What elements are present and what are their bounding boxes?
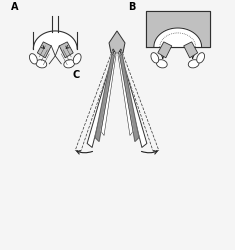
Text: A: A bbox=[11, 2, 18, 12]
Polygon shape bbox=[184, 42, 198, 58]
Polygon shape bbox=[109, 31, 125, 53]
Polygon shape bbox=[120, 54, 139, 142]
Polygon shape bbox=[154, 28, 202, 47]
Polygon shape bbox=[59, 42, 73, 58]
Polygon shape bbox=[158, 42, 172, 58]
Polygon shape bbox=[119, 49, 159, 150]
Text: C: C bbox=[72, 70, 79, 80]
Ellipse shape bbox=[36, 60, 47, 68]
Polygon shape bbox=[75, 49, 115, 150]
Ellipse shape bbox=[157, 60, 167, 68]
Polygon shape bbox=[118, 53, 133, 136]
Polygon shape bbox=[118, 51, 147, 148]
Ellipse shape bbox=[73, 54, 81, 64]
Ellipse shape bbox=[64, 60, 74, 68]
Polygon shape bbox=[146, 11, 210, 47]
Ellipse shape bbox=[29, 54, 37, 64]
Ellipse shape bbox=[197, 53, 204, 63]
Polygon shape bbox=[37, 42, 51, 58]
Text: B: B bbox=[128, 2, 135, 12]
Ellipse shape bbox=[151, 53, 159, 63]
Polygon shape bbox=[33, 31, 77, 49]
Polygon shape bbox=[87, 51, 116, 148]
Ellipse shape bbox=[188, 60, 199, 68]
Polygon shape bbox=[95, 54, 114, 142]
Polygon shape bbox=[101, 53, 116, 136]
